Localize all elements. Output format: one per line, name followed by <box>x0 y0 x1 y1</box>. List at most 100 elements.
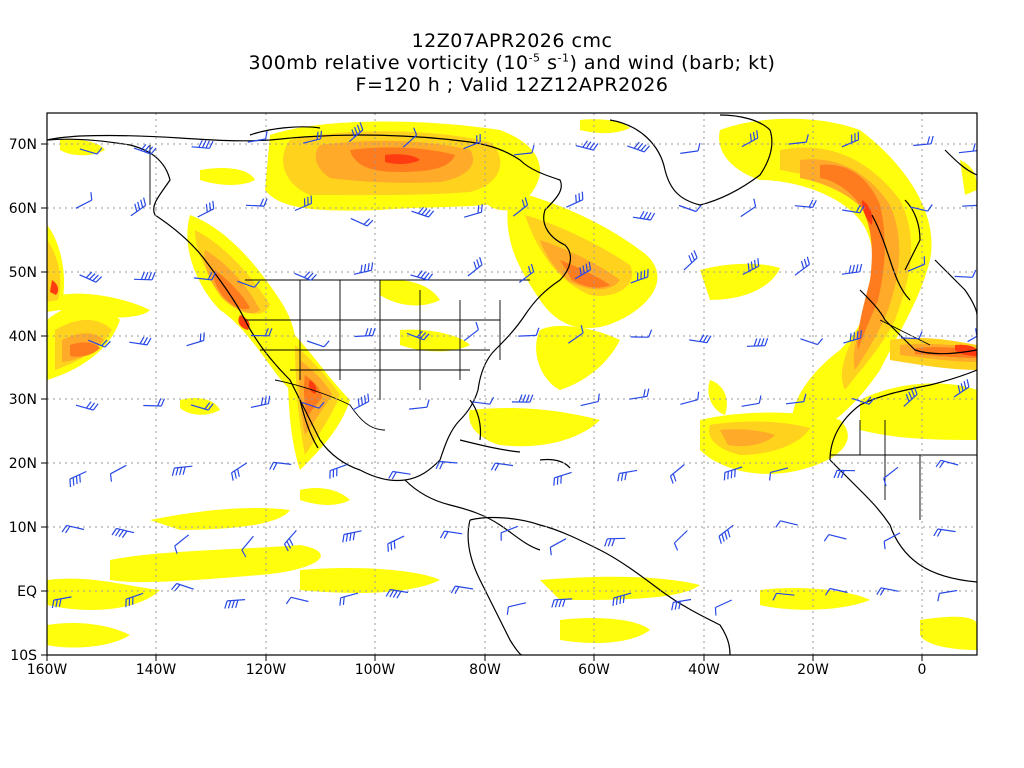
lon-label: 80W <box>469 662 501 678</box>
wind-barb-icon <box>506 602 527 615</box>
wind-barb-icon <box>171 582 194 592</box>
wind-barb-icon <box>402 127 418 148</box>
wind-barb-icon <box>630 329 653 338</box>
wind-barb-icon <box>669 464 685 484</box>
wind-barb-icon <box>514 144 535 156</box>
wind-barb-icon <box>913 135 934 147</box>
wind-barb-icon <box>435 460 458 470</box>
wind-barb-icon <box>450 585 474 594</box>
wind-barb-icon <box>353 262 374 275</box>
wind-barb-icon <box>350 217 374 227</box>
map-frame <box>46 112 978 656</box>
title-line-2-a: 300mb relative vorticity (10 <box>248 52 529 74</box>
wind-barb-icon <box>409 399 430 410</box>
wind-barb-icon <box>385 588 409 599</box>
wind-barb-icon <box>785 393 807 405</box>
wind-barb-icon <box>143 398 165 407</box>
wind-barb-icon <box>953 379 970 398</box>
wind-barb-icon <box>580 393 600 407</box>
wind-barb-icon <box>75 192 93 209</box>
wind-barb-icon <box>69 470 87 488</box>
wind-barb-icon <box>742 258 760 276</box>
wind-barb-icon <box>174 534 190 554</box>
wind-barb-icon <box>673 530 688 551</box>
wind-barb-icon <box>406 330 430 341</box>
wind-barb-icon <box>551 598 573 608</box>
wind-barb-icon <box>833 469 856 479</box>
wind-barb-icon <box>683 250 698 271</box>
wind-barb-icon <box>285 596 309 605</box>
title-line-2-c: ) and wind (barb; kt) <box>569 52 776 74</box>
wind-barb-icon <box>301 401 325 409</box>
wind-barb-icon <box>800 338 824 346</box>
lat-label: 40N <box>9 329 37 345</box>
lon-label: 60W <box>578 662 610 678</box>
wind-barb-icon <box>842 204 865 214</box>
wind-barb-icon <box>718 524 734 544</box>
lon-tick-labels: 160W 140W 120W 100W 80W 60W 40W 20W 0 <box>27 662 927 678</box>
wind-barbs <box>51 122 977 616</box>
wind-barb-icon <box>629 388 650 400</box>
wind-barb-icon <box>518 327 540 337</box>
wind-barb-icon <box>190 402 214 411</box>
lat-tick-labels: 10S EQ 10N 20N 30N 40N 50N 60N 70N <box>9 137 37 664</box>
wind-barb-icon <box>79 271 103 283</box>
wind-barb-icon <box>627 141 650 153</box>
wind-barb-icon <box>247 130 268 143</box>
wind-barb-icon <box>575 140 599 151</box>
lat-label: 20N <box>9 456 37 472</box>
wind-barb-icon <box>500 525 519 541</box>
wind-barb-icon <box>612 592 632 606</box>
lat-label: 10S <box>10 648 37 664</box>
lat-label: 30N <box>9 392 37 408</box>
lon-label: 140W <box>136 662 177 678</box>
wind-barb-icon <box>512 197 529 217</box>
wind-barb-icon <box>354 327 376 338</box>
wind-barb-icon <box>903 386 918 407</box>
coastlines <box>47 114 977 655</box>
wind-barb-icon <box>269 461 292 471</box>
wind-barb-icon <box>51 596 72 609</box>
wind-barb-icon <box>824 587 848 596</box>
wind-barb-icon <box>186 332 205 347</box>
wind-barb-icon <box>553 471 572 486</box>
wind-barb-icon <box>604 537 626 547</box>
wind-barb-icon <box>788 134 809 145</box>
wind-barb-icon <box>463 133 481 150</box>
wind-barb-icon <box>549 538 567 556</box>
lon-label: 40W <box>688 662 720 678</box>
wind-barb-icon <box>193 272 216 281</box>
wind-barb-icon <box>109 464 127 482</box>
lat-label: 10N <box>9 520 37 536</box>
wind-barb-icon <box>411 206 435 218</box>
grid-lines <box>47 113 977 655</box>
lon-label: 100W <box>355 662 396 678</box>
wind-barb-icon <box>490 462 514 471</box>
wind-barb-icon <box>689 334 712 344</box>
wind-barb-icon <box>937 589 958 602</box>
wind-barb-icon <box>746 338 769 347</box>
wind-barb-icon <box>883 466 899 487</box>
wind-barb-icon <box>841 131 860 148</box>
wind-barb-icon <box>79 147 103 155</box>
wind-barb-icon <box>463 321 479 342</box>
wind-barb-icon <box>130 197 147 217</box>
lat-label: EQ <box>17 584 37 600</box>
wind-barb-icon <box>769 467 789 481</box>
wind-barb-icon <box>352 393 370 411</box>
wind-barb-icon <box>197 200 215 218</box>
lon-label: 0 <box>918 662 927 678</box>
wind-barb-icon <box>671 598 692 611</box>
wind-barb-icon <box>283 530 297 552</box>
wind-barb-icon <box>935 459 959 469</box>
wind-barb-icon <box>237 280 260 288</box>
wind-barb-icon <box>794 199 817 208</box>
title-line-3: F=120 h ; Valid 12Z12APR2026 <box>355 74 669 96</box>
wind-barb-icon <box>133 144 157 155</box>
wind-barb-icon <box>511 394 534 403</box>
wind-barb-icon <box>306 340 330 348</box>
wind-barb-icon <box>566 191 584 208</box>
wind-barb-icon <box>632 211 656 221</box>
wind-barb-icon <box>88 339 111 348</box>
